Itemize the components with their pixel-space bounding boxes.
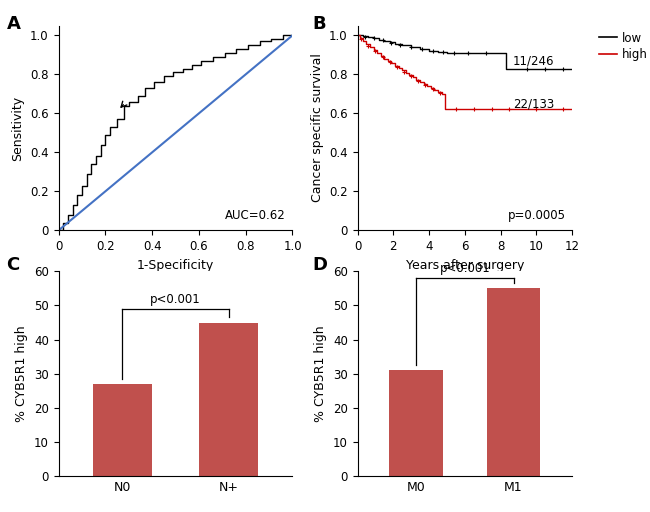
Text: AUC=0.62: AUC=0.62 [225, 209, 285, 222]
X-axis label: 1-Specificity: 1-Specificity [137, 259, 214, 272]
Bar [93, 384, 151, 476]
Text: p<0.001: p<0.001 [150, 293, 201, 306]
Bar [389, 370, 443, 476]
Text: 22/133: 22/133 [513, 97, 554, 111]
Y-axis label: Cancer specific survival: Cancer specific survival [311, 54, 324, 202]
Text: p=0.0005: p=0.0005 [508, 209, 566, 222]
Y-axis label: % CYB5R1 high: % CYB5R1 high [16, 326, 29, 422]
X-axis label: Years after surgery: Years after surgery [406, 259, 524, 272]
Y-axis label: % CYB5R1 high: % CYB5R1 high [315, 326, 328, 422]
Text: B: B [312, 15, 326, 33]
Legend: low, high: low, high [599, 32, 647, 61]
Text: 11/246: 11/246 [513, 55, 554, 68]
Bar [487, 288, 540, 476]
Bar [200, 323, 258, 476]
Text: C: C [6, 256, 20, 274]
Text: A: A [6, 15, 20, 33]
Text: D: D [312, 256, 327, 274]
Text: p<0.001: p<0.001 [439, 263, 490, 275]
Y-axis label: Sensitivity: Sensitivity [12, 95, 25, 161]
